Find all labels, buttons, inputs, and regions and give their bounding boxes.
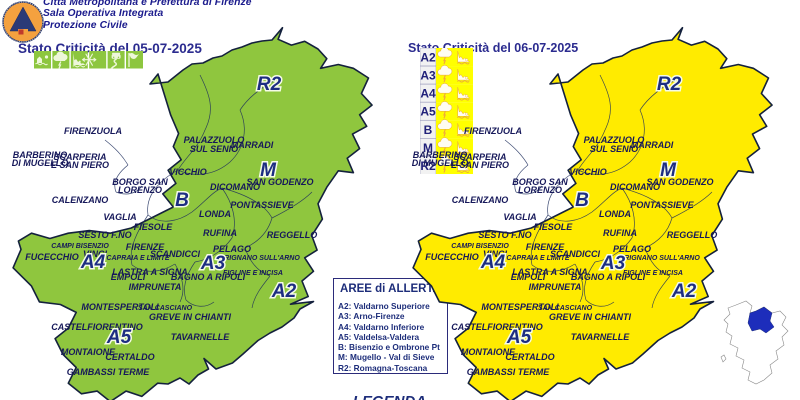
svg-text:SAN CASCIANO: SAN CASCIANO [138, 305, 193, 312]
svg-text:SAN CASCIANO: SAN CASCIANO [538, 305, 593, 312]
svg-text:GREVE IN CHIANTI: GREVE IN CHIANTI [549, 312, 632, 322]
svg-text:A4: A4 [480, 252, 506, 273]
svg-text:RIGNANO SULL'ARNO: RIGNANO SULL'ARNO [624, 255, 700, 262]
svg-text:B: B [175, 190, 189, 211]
svg-text:LORENZO: LORENZO [518, 185, 562, 195]
svg-text:SCANDICCI: SCANDICCI [150, 249, 201, 259]
svg-text:FIRENZUOLA: FIRENZUOLA [464, 126, 522, 136]
svg-text:GAMBASSI TERME: GAMBASSI TERME [467, 367, 551, 377]
svg-text:SAN GODENZO: SAN GODENZO [646, 177, 713, 187]
svg-text:VAGLIA: VAGLIA [503, 212, 536, 222]
svg-text:E SAN PIERO: E SAN PIERO [51, 160, 109, 170]
svg-text:IMPRUNETA: IMPRUNETA [529, 282, 582, 292]
svg-text:A5: A5 [106, 327, 132, 348]
svg-text:CERTALDO: CERTALDO [505, 352, 554, 362]
svg-text:FIGLINE E INCISA: FIGLINE E INCISA [223, 270, 283, 277]
svg-text:FUCECCHIO: FUCECCHIO [25, 252, 79, 262]
svg-text:FUCECCHIO: FUCECCHIO [425, 252, 479, 262]
svg-text:CALENZANO: CALENZANO [52, 195, 109, 205]
svg-text:A3: A3 [200, 253, 226, 274]
svg-text:GAMBASSI TERME: GAMBASSI TERME [67, 367, 151, 377]
svg-text:R2: R2 [657, 74, 682, 95]
svg-text:R2: R2 [257, 74, 282, 95]
svg-text:B: B [575, 190, 589, 211]
svg-text:MARRADI: MARRADI [231, 140, 274, 150]
svg-text:TAVARNELLE: TAVARNELLE [171, 332, 230, 342]
svg-text:TAVARNELLE: TAVARNELLE [571, 332, 630, 342]
svg-text:FIESOLE: FIESOLE [534, 222, 574, 232]
svg-text:GREVE IN CHIANTI: GREVE IN CHIANTI [149, 312, 232, 322]
svg-text:RIGNANO SULL'ARNO: RIGNANO SULL'ARNO [224, 255, 300, 262]
svg-text:VICCHIO: VICCHIO [569, 167, 607, 177]
svg-text:M: M [660, 160, 677, 181]
svg-text:CERTALDO: CERTALDO [105, 352, 154, 362]
svg-text:VICCHIO: VICCHIO [169, 167, 207, 177]
svg-text:REGGELLO: REGGELLO [267, 230, 318, 240]
svg-text:A2: A2 [671, 281, 697, 302]
svg-text:FIGLINE E INCISA: FIGLINE E INCISA [623, 270, 683, 277]
svg-text:LONDA: LONDA [199, 209, 231, 219]
svg-text:SESTO F.NO: SESTO F.NO [478, 230, 531, 240]
svg-text:MARRADI: MARRADI [631, 140, 674, 150]
svg-text:PONTASSIEVE: PONTASSIEVE [630, 200, 694, 210]
svg-text:A2: A2 [271, 281, 297, 302]
svg-text:LONDA: LONDA [599, 209, 631, 219]
svg-text:A5: A5 [506, 327, 532, 348]
svg-text:IMPRUNETA: IMPRUNETA [129, 282, 182, 292]
svg-text:VAGLIA: VAGLIA [103, 212, 136, 222]
svg-text:CALENZANO: CALENZANO [452, 195, 509, 205]
svg-text:A4: A4 [80, 252, 106, 273]
svg-text:M: M [260, 160, 277, 181]
svg-text:E SAN PIERO: E SAN PIERO [451, 160, 509, 170]
svg-text:RUFINA: RUFINA [203, 228, 237, 238]
svg-text:LORENZO: LORENZO [118, 185, 162, 195]
svg-text:FIESOLE: FIESOLE [134, 222, 174, 232]
svg-text:RUFINA: RUFINA [603, 228, 637, 238]
svg-text:EMPOLI: EMPOLI [111, 272, 146, 282]
svg-text:FIRENZUOLA: FIRENZUOLA [64, 126, 122, 136]
svg-text:EMPOLI: EMPOLI [511, 272, 546, 282]
svg-text:SAN GODENZO: SAN GODENZO [246, 177, 313, 187]
svg-text:SESTO F.NO: SESTO F.NO [78, 230, 131, 240]
svg-text:SCANDICCI: SCANDICCI [550, 249, 601, 259]
svg-text:REGGELLO: REGGELLO [667, 230, 718, 240]
svg-text:PONTASSIEVE: PONTASSIEVE [230, 200, 294, 210]
svg-text:A3: A3 [600, 253, 626, 274]
